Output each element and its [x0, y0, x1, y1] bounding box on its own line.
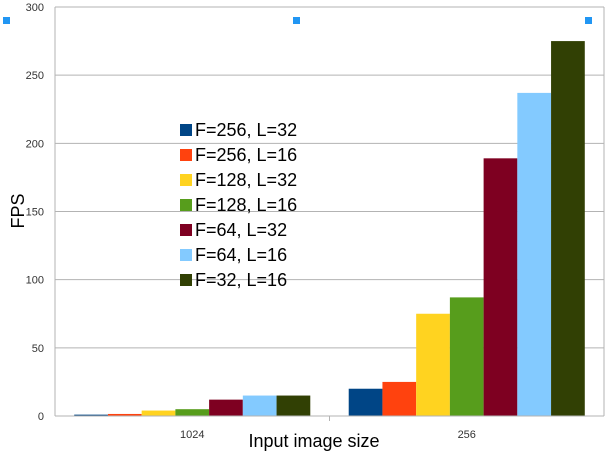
legend-item: F=256, L=16: [180, 145, 297, 165]
y-tick-label: 150: [26, 207, 44, 219]
x-tick-labels: 1024 256: [180, 429, 476, 441]
y-tick-labels: 0 50 100 150 200 250 300: [26, 2, 44, 423]
legend-label: F=128, L=32: [195, 170, 297, 190]
legend-item: F=128, L=16: [180, 195, 297, 215]
y-tick-label: 250: [26, 70, 44, 82]
legend-label: F=256, L=16: [195, 145, 297, 165]
selection-handle[interactable]: [585, 17, 592, 24]
bar-256-F=32, L=16: [551, 41, 585, 416]
legend-label: F=32, L=16: [195, 270, 287, 290]
legend-item: F=32, L=16: [180, 270, 287, 290]
bar-1024-F=128, L=16: [175, 409, 210, 416]
y-tick-label: 0: [38, 411, 44, 423]
legend-item: F=256, L=32: [180, 120, 297, 140]
selection-handle[interactable]: [3, 17, 10, 24]
legend-item: F=128, L=32: [180, 170, 297, 190]
bar-1024-F=64, L=16: [242, 395, 277, 416]
bar-256-F=128, L=32: [416, 313, 450, 416]
selection-handle[interactable]: [293, 17, 300, 24]
bar-1024-F=256, L=32: [74, 414, 108, 416]
x-axis-title: Input image size: [248, 431, 379, 451]
legend-swatch: [180, 199, 192, 211]
y-tick-label: 300: [26, 2, 44, 14]
legend-label: F=64, L=32: [195, 220, 287, 240]
bar-256-F=128, L=16: [449, 297, 484, 416]
legend-label: F=256, L=32: [195, 120, 297, 140]
selection-handles[interactable]: [3, 17, 592, 24]
legend-item: F=64, L=16: [180, 245, 287, 265]
legend-swatch: [180, 224, 192, 236]
bar-1024-F=64, L=32: [209, 399, 243, 416]
y-tick-label: 100: [26, 275, 44, 287]
bar-256-F=256, L=16: [382, 381, 417, 416]
y-axis-title: FPS: [8, 193, 28, 228]
legend: F=256, L=32 F=256, L=16 F=128, L=32 F=128, …: [180, 120, 297, 290]
gridlines: [55, 6, 604, 417]
bar-1024-F=256, L=16: [107, 413, 142, 416]
legend-swatch: [180, 249, 192, 261]
legend-item: F=64, L=32: [180, 220, 287, 240]
bar-1024-F=128, L=32: [141, 410, 176, 416]
bar-256-F=64, L=16: [517, 92, 552, 416]
legend-swatch: [180, 174, 192, 186]
legend-swatch: [180, 124, 192, 136]
legend-swatch: [180, 149, 192, 161]
legend-swatch: [180, 274, 192, 286]
axes: [54, 7, 605, 421]
x-tick-label: 1024: [180, 429, 204, 441]
x-tick-label: 256: [458, 429, 476, 441]
bar-1024-F=32, L=16: [276, 395, 311, 416]
y-tick-label: 200: [26, 138, 44, 150]
legend-label: F=128, L=16: [195, 195, 297, 215]
y-tick-label: 50: [32, 343, 44, 355]
bars: [74, 41, 585, 416]
bar-256-F=256, L=32: [348, 388, 383, 416]
bar-256-F=64, L=32: [483, 158, 518, 416]
legend-label: F=64, L=16: [195, 245, 287, 265]
